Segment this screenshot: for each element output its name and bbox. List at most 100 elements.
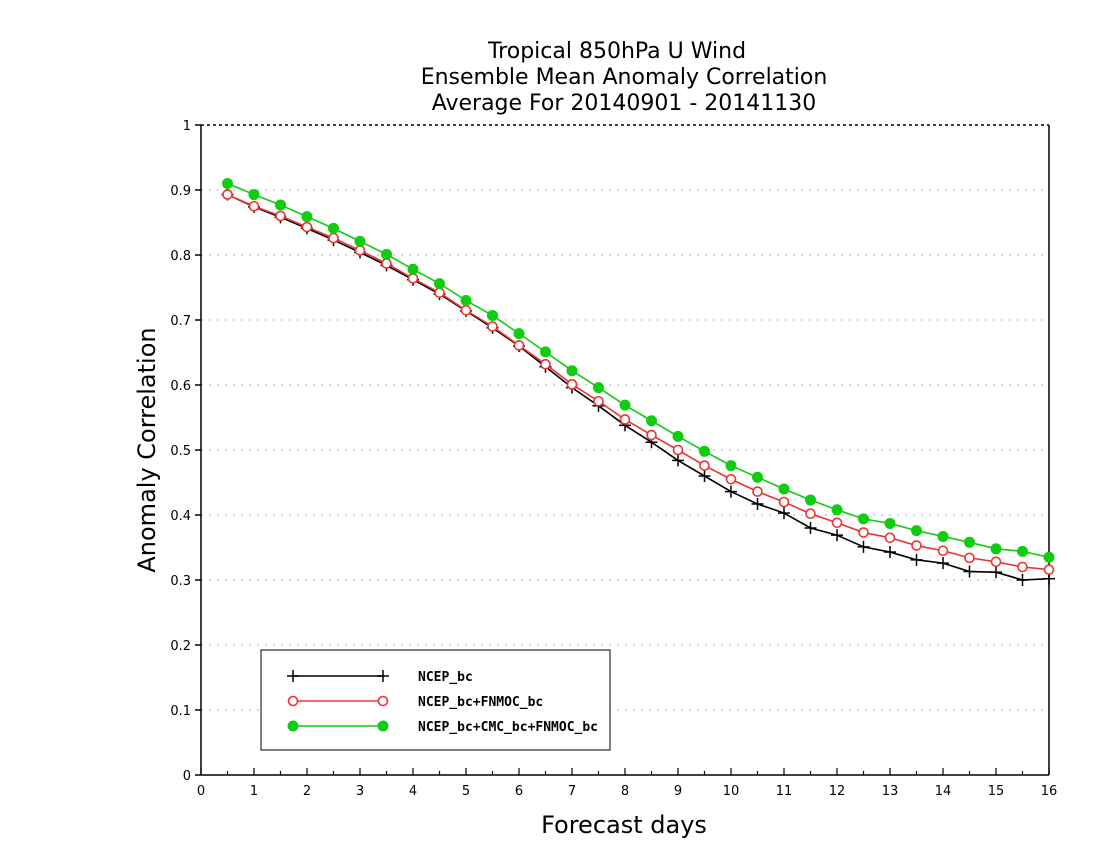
y-tick-label-3: 0.3	[170, 574, 191, 589]
legend-label-0: NCEP_bc	[418, 670, 473, 685]
x-tick-label-7: 7	[568, 784, 576, 799]
y-tick-label-9: 0.9	[170, 184, 191, 199]
x-tick-label-9: 9	[674, 784, 682, 799]
series-2	[222, 178, 1055, 563]
series-2-point-16	[646, 415, 657, 427]
series-1-point-19	[725, 473, 737, 485]
legend: NCEP_bc NCEP_bc+FNMOC_bc NCEP_bc+CMC_bc+FN…	[260, 649, 611, 751]
series-2-point-27	[937, 530, 949, 542]
series-1-point-8	[434, 287, 445, 299]
series-0-point-17	[672, 454, 684, 467]
x-tick-label-16: 16	[1041, 784, 1058, 799]
series-1-point-4	[328, 232, 339, 244]
legend-marker-start-2	[287, 720, 299, 732]
series-1-point-29	[990, 556, 1002, 568]
series-2-point-10	[487, 309, 498, 321]
series-1-point-13	[566, 379, 578, 390]
y-tick-label-6: 0.6	[170, 379, 191, 394]
y-tick-label-4: 0.4	[170, 509, 191, 524]
series-0-point-22	[804, 522, 817, 534]
series-1-point-6	[381, 258, 392, 269]
series-1-point-1	[248, 200, 260, 212]
series-0-point-18	[698, 470, 711, 482]
series-1-point-30	[1017, 561, 1028, 573]
series-2-point-28	[964, 536, 975, 548]
series-1-point-2	[275, 210, 286, 222]
series-1-point-20	[752, 486, 763, 497]
series-2-point-8	[434, 278, 445, 290]
series-0-point-26	[910, 553, 923, 566]
x-tick-label-15: 15	[988, 784, 1005, 799]
x-tick-label-10: 10	[723, 784, 740, 799]
series-2-point-30	[1017, 545, 1028, 557]
series-1-point-31	[1043, 564, 1055, 575]
series-2-point-1	[248, 189, 260, 201]
series-2-point-11	[513, 328, 525, 340]
y-tick-label-2: 0.2	[170, 639, 191, 654]
series-0-point-25	[884, 546, 896, 559]
x-tick-label-13: 13	[882, 784, 899, 799]
y-tick-label-8: 0.8	[170, 249, 191, 264]
legend-marker-end-0	[377, 670, 389, 682]
series-0-point-30	[1016, 574, 1029, 586]
series-1-point-21	[778, 496, 790, 508]
chart-title-line-1: Tropical 850hPa U Wind	[487, 39, 746, 64]
series-line-0	[227, 193, 1050, 581]
legend-box	[260, 649, 611, 751]
x-tick-label-12: 12	[829, 784, 846, 799]
legend-entry-2: NCEP_bc+CMC_bc+FNMOC_bc	[287, 720, 598, 735]
series-2-point-21	[778, 483, 790, 495]
series-1-point-16	[646, 429, 657, 441]
series-1-point-27	[937, 545, 949, 557]
series-2-point-29	[990, 543, 1002, 555]
series-layer	[221, 178, 1055, 586]
legend-marker-end-2	[377, 720, 389, 732]
y-tick-label-1: 0.1	[170, 704, 191, 719]
x-tick-label-0: 0	[197, 784, 205, 799]
legend-label-2: NCEP_bc+CMC_bc+FNMOC_bc	[418, 720, 598, 735]
series-0	[221, 188, 1055, 586]
legend-entry-1: NCEP_bc+FNMOC_bc	[287, 695, 543, 710]
chart-title-line-2: Ensemble Mean Anomaly Correlation	[421, 65, 828, 90]
series-2-point-3	[301, 211, 313, 223]
series-2-point-31	[1043, 551, 1055, 563]
series-1-point-9	[460, 304, 472, 316]
series-0-point-24	[857, 540, 870, 553]
series-2-point-18	[699, 445, 710, 457]
series-1-point-17	[672, 444, 684, 456]
series-1-point-25	[884, 532, 896, 544]
series-0-point-27	[937, 557, 949, 570]
series-0-point-20	[751, 497, 764, 510]
series-line-1	[227, 193, 1050, 571]
y-tick-label-10: 1	[183, 119, 191, 134]
x-tick-label-1: 1	[250, 784, 258, 799]
series-1-point-18	[699, 460, 710, 471]
series-1-point-5	[354, 245, 366, 256]
series-2-point-20	[752, 471, 763, 483]
series-1-point-15	[619, 414, 631, 425]
series-2-point-13	[566, 365, 578, 377]
y-tick-label-7: 0.7	[170, 314, 191, 329]
series-1-point-10	[487, 321, 498, 332]
x-tick-label-14: 14	[935, 784, 952, 799]
legend-marker-start-0	[287, 670, 299, 682]
x-tick-label-5: 5	[462, 784, 470, 799]
series-2-point-5	[354, 235, 366, 247]
series-2-point-2	[275, 199, 286, 211]
y-axis-label: Anomaly Correlation	[133, 327, 161, 572]
x-tick-label-6: 6	[515, 784, 523, 799]
series-1-point-28	[964, 552, 975, 564]
x-tick-label-3: 3	[356, 784, 364, 799]
grid-layer	[201, 189, 1049, 711]
series-1-point-3	[301, 221, 313, 233]
series-1-point-12	[540, 358, 551, 370]
series-1-point-24	[858, 527, 869, 538]
series-2-point-15	[619, 399, 631, 411]
series-2-point-26	[911, 525, 922, 537]
y-tick-label-0: 0	[183, 769, 191, 784]
x-axis-label: Forecast days	[541, 811, 707, 839]
series-2-point-17	[672, 430, 684, 442]
series-2-point-9	[460, 295, 472, 306]
